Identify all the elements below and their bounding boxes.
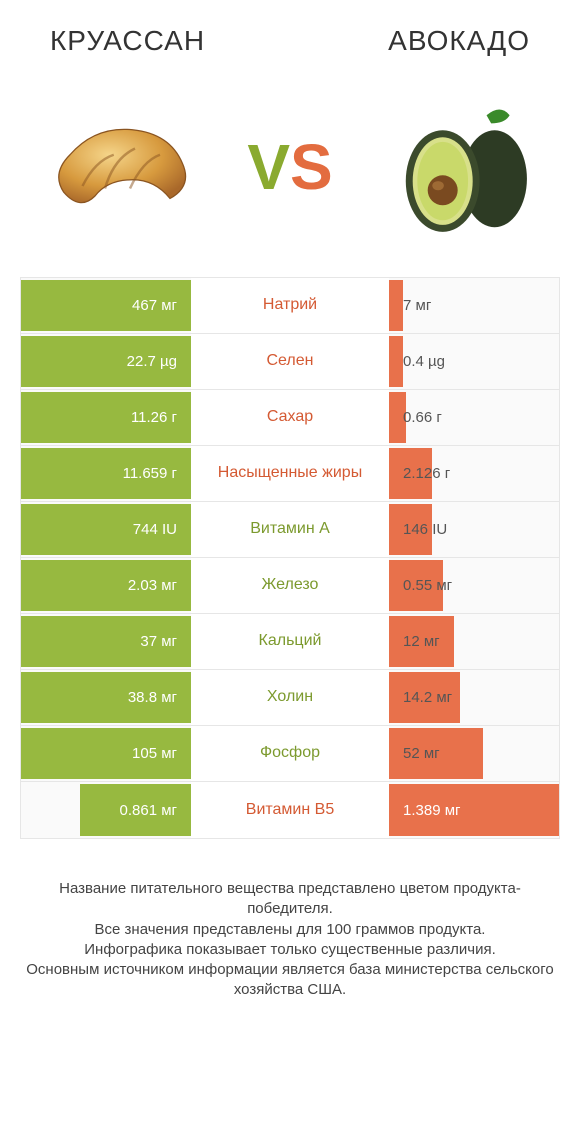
nutrient-label: Холин bbox=[191, 670, 389, 725]
left-bar-cell: 22.7 µg bbox=[21, 334, 191, 389]
nutrient-label: Сахар bbox=[191, 390, 389, 445]
nutrient-label: Насыщенные жиры bbox=[191, 446, 389, 501]
footer-line: Название питательного вещества представл… bbox=[20, 879, 560, 920]
table-row: 22.7 µgСелен0.4 µg bbox=[21, 334, 559, 390]
right-value: 7 мг bbox=[389, 297, 445, 314]
croissant-icon bbox=[45, 111, 195, 224]
table-row: 467 мгНатрий7 мг bbox=[21, 278, 559, 334]
left-value: 744 IU bbox=[119, 521, 191, 538]
left-value: 37 мг bbox=[126, 633, 191, 650]
right-bar-cell: 14.2 мг bbox=[389, 670, 559, 725]
table-row: 37 мгКальций12 мг bbox=[21, 614, 559, 670]
right-bar-cell: 0.66 г bbox=[389, 390, 559, 445]
nutrient-label: Фосфор bbox=[191, 726, 389, 781]
vs-badge: VS bbox=[247, 130, 332, 204]
footer: Название питательного вещества представл… bbox=[0, 839, 580, 1001]
avocado-image bbox=[380, 87, 540, 247]
right-value: 0.55 мг bbox=[389, 577, 466, 594]
table-row: 38.8 мгХолин14.2 мг bbox=[21, 670, 559, 726]
hero: VS bbox=[0, 67, 580, 277]
right-bar-cell: 2.126 г bbox=[389, 446, 559, 501]
table-row: 11.26 гСахар0.66 г bbox=[21, 390, 559, 446]
footer-line: Инфографика показывает только существенн… bbox=[20, 940, 560, 960]
right-bar-cell: 146 IU bbox=[389, 502, 559, 557]
nutrient-label: Витамин A bbox=[191, 502, 389, 557]
croissant-image bbox=[40, 87, 200, 247]
nutrient-label: Железо bbox=[191, 558, 389, 613]
table-row: 105 мгФосфор52 мг bbox=[21, 726, 559, 782]
comparison-table: 467 мгНатрий7 мг22.7 µgСелен0.4 µg11.26 … bbox=[20, 277, 560, 839]
table-row: 0.861 мгВитамин B51.389 мг bbox=[21, 782, 559, 838]
left-bar-cell: 467 мг bbox=[21, 278, 191, 333]
vs-v: V bbox=[247, 131, 290, 203]
left-bar-cell: 744 IU bbox=[21, 502, 191, 557]
vs-s: S bbox=[290, 131, 333, 203]
right-value: 0.4 µg bbox=[389, 353, 459, 370]
left-value: 11.26 г bbox=[117, 409, 191, 426]
right-value: 2.126 г bbox=[389, 465, 464, 482]
right-bar-cell: 1.389 мг bbox=[389, 782, 559, 838]
nutrient-label: Витамин B5 bbox=[191, 782, 389, 838]
left-value: 2.03 мг bbox=[114, 577, 191, 594]
right-value: 0.66 г bbox=[389, 409, 456, 426]
left-value: 105 мг bbox=[118, 745, 191, 762]
right-bar-cell: 7 мг bbox=[389, 278, 559, 333]
left-value: 467 мг bbox=[118, 297, 191, 314]
right-value: 1.389 мг bbox=[389, 802, 475, 819]
left-value: 0.861 мг bbox=[106, 802, 192, 819]
left-value: 22.7 µg bbox=[113, 353, 191, 370]
table-row: 2.03 мгЖелезо0.55 мг bbox=[21, 558, 559, 614]
right-bar-cell: 52 мг bbox=[389, 726, 559, 781]
nutrient-label: Кальций bbox=[191, 614, 389, 669]
left-value: 11.659 г bbox=[109, 465, 191, 482]
left-bar-cell: 37 мг bbox=[21, 614, 191, 669]
left-bar-cell: 2.03 мг bbox=[21, 558, 191, 613]
title-left: КРУАССАН bbox=[50, 25, 205, 57]
right-value: 52 мг bbox=[389, 745, 454, 762]
left-bar-cell: 11.659 г bbox=[21, 446, 191, 501]
nutrient-label: Натрий bbox=[191, 278, 389, 333]
title-right: АВОКАДО bbox=[388, 25, 530, 57]
right-bar-cell: 0.55 мг bbox=[389, 558, 559, 613]
footer-line: Основным источником информации является … bbox=[20, 960, 560, 1001]
nutrient-label: Селен bbox=[191, 334, 389, 389]
left-bar-cell: 38.8 мг bbox=[21, 670, 191, 725]
right-bar-cell: 12 мг bbox=[389, 614, 559, 669]
footer-line: Все значения представлены для 100 граммо… bbox=[20, 920, 560, 940]
right-value: 14.2 мг bbox=[389, 689, 466, 706]
left-bar-cell: 0.861 мг bbox=[21, 782, 191, 838]
right-value: 146 IU bbox=[389, 521, 461, 538]
right-bar-cell: 0.4 µg bbox=[389, 334, 559, 389]
table-row: 744 IUВитамин A146 IU bbox=[21, 502, 559, 558]
right-value: 12 мг bbox=[389, 633, 454, 650]
left-bar-cell: 11.26 г bbox=[21, 390, 191, 445]
left-value: 38.8 мг bbox=[114, 689, 191, 706]
header: КРУАССАН АВОКАДО bbox=[0, 0, 580, 67]
left-bar-cell: 105 мг bbox=[21, 726, 191, 781]
avocado-icon bbox=[385, 98, 535, 236]
table-row: 11.659 гНасыщенные жиры2.126 г bbox=[21, 446, 559, 502]
